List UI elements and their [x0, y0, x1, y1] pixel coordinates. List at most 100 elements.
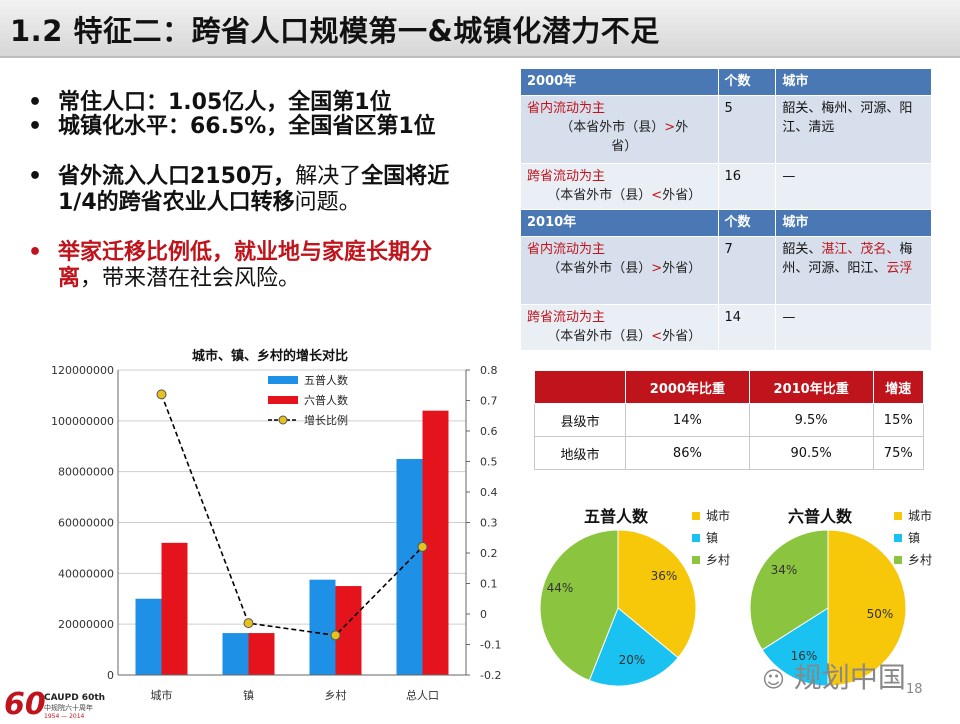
- y-left-tick-label: 120000000: [51, 364, 114, 377]
- bar-2000: [222, 633, 249, 675]
- city-name: 韶关、: [782, 242, 822, 257]
- bullet-marker: •: [28, 114, 43, 139]
- y-left-tick-label: 40000000: [58, 567, 114, 580]
- y-right-tick-label: 0.6: [480, 425, 498, 438]
- table-cell: 地级市: [534, 436, 626, 470]
- legend-swatch: [894, 556, 902, 564]
- title-bar: 1.2 特征二：跨省人口规模第一&城镇化潜力不足: [0, 0, 960, 58]
- legend-swatch: [692, 534, 700, 542]
- legend-label: 乡村: [908, 553, 932, 567]
- table-header-cell: 2000年: [520, 68, 719, 96]
- x-tick-label: 乡村: [325, 688, 347, 702]
- legend-swatch: [268, 396, 298, 404]
- bullet-text-part: 就业地与家庭长期分: [234, 240, 433, 265]
- legend-marker: [278, 415, 288, 425]
- flow-note-part: （本省外市（县）: [547, 329, 652, 344]
- legend-label: 六普人数: [304, 393, 348, 407]
- growth-point: [417, 541, 428, 552]
- flow-note-op: <: [651, 188, 663, 203]
- flow-note-part: 外省）: [662, 261, 702, 276]
- table-cell: 15%: [872, 403, 924, 437]
- watermark-text: 规划中国: [793, 661, 906, 694]
- bullet-text-part: 举家迁移比例低，: [58, 240, 235, 265]
- legend-swatch: [692, 512, 700, 520]
- flow-type: 跨省流动为主: [527, 169, 606, 184]
- table-cell: 省内流动为主 （本省外市（县）>外省）: [520, 236, 719, 305]
- pie-slice: [539, 529, 619, 682]
- y-right-tick-label: 0.5: [480, 456, 498, 469]
- table-cell-count: 14: [717, 304, 777, 351]
- legend-label: 增长比例: [304, 413, 348, 427]
- table-cell-count: 7: [717, 236, 777, 305]
- bar-2010: [248, 633, 275, 675]
- bullet-text-part: 全国将近: [361, 164, 450, 189]
- wechat-icon: ☺: [762, 668, 785, 693]
- pie-title: 五普人数: [584, 507, 649, 526]
- table-header-cell: [534, 370, 626, 404]
- pie-value-label: 44%: [547, 581, 574, 595]
- growth-line: [160, 394, 424, 637]
- pie-value-label: 34%: [771, 563, 798, 577]
- y-right-tick-label: -0.1: [480, 639, 501, 652]
- flow-note: （本省外市（县）<外省）: [527, 327, 712, 346]
- page-number: 18: [906, 682, 923, 697]
- y-left-tick-label: 100000000: [51, 415, 114, 428]
- pie-title: 六普人数: [788, 507, 853, 526]
- bullet-text-part: 解决了: [295, 164, 362, 189]
- legend-swatch: [894, 534, 902, 542]
- chart-line: [156, 389, 428, 641]
- flow-type: 省内流动为主: [527, 242, 606, 257]
- table-header-cell: 增速: [872, 370, 924, 404]
- bullet-marker: •: [28, 164, 43, 189]
- table-cell-count: 5: [717, 95, 777, 164]
- growth-point: [243, 618, 254, 629]
- chart-axes: 0 20000000 40000000 60000000 80000000 1000000…: [51, 364, 501, 702]
- table-cell: 75%: [872, 436, 924, 470]
- growth-point: [330, 630, 341, 641]
- table-header-cell: 城市: [775, 68, 932, 96]
- flow-note: （本省外市（县）>外省）: [527, 259, 712, 278]
- bullet-text: 常住人口：1.05亿人，全国第1位: [58, 90, 392, 115]
- bar-2000: [135, 598, 162, 675]
- y-right-tick-label: -0.2: [480, 669, 501, 682]
- flow-note-op: >: [651, 261, 663, 276]
- table-cell: 跨省流动为主 （本省外市（县）<外省）: [520, 304, 719, 351]
- table-cell-cities: 韶关、湛江、茂名、梅州、河源、阳江、云浮: [775, 236, 932, 305]
- caupd-logo-mark: 60 CAUPD 60th 中规院六十周年 1954 — 2014: [4, 687, 105, 722]
- bullet-text: 省外流入人口2150万，解决了全国将近 1/4的跨省农业人口转移问题。: [58, 164, 449, 216]
- bullet-text: 举家迁移比例低，就业地与家庭长期分 离，带来潜在社会风险。: [58, 240, 432, 292]
- table-header-cell: 2000年比重: [625, 370, 750, 404]
- flow-note: （本省外市（县）<外省）: [527, 186, 712, 205]
- legend-label: 五普人数: [304, 373, 348, 387]
- table-row: 县级市 14% 9.5% 15%: [534, 403, 924, 437]
- table-header-row: 2000年比重 2010年比重 增速: [534, 370, 924, 404]
- y-right-tick-label: 0.7: [480, 395, 498, 408]
- table-cell-count: 16: [717, 163, 777, 210]
- city-name-new: 湛江、茂名、: [821, 242, 900, 257]
- table-cell: 9.5%: [748, 403, 874, 437]
- y-left-tick-label: 80000000: [58, 466, 114, 479]
- pie-slice: [827, 529, 907, 687]
- city-name-new: 云浮: [886, 261, 913, 276]
- table-cell: 跨省流动为主 （本省外市（县）<外省）: [520, 163, 719, 210]
- flow-note-part: 外省）: [662, 188, 702, 203]
- bullet-text-part: ，带来潜在社会风险。: [80, 266, 301, 291]
- city-name: 梅州、河源、阳江、: [782, 242, 913, 276]
- pie-value-label: 20%: [619, 653, 646, 667]
- logo-number: 60: [4, 687, 46, 720]
- table-row: 地级市 86% 90.5% 75%: [534, 436, 924, 470]
- growth-comparison-chart: 城市、镇、乡村的增长对比 0 20000000 40000000 60000000 80…: [51, 348, 501, 702]
- growth-speed-table: 2000年比重 2010年比重 增速 县级市 14% 9.5% 15% 地级市 …: [534, 370, 924, 470]
- flow-note-op: <: [651, 329, 663, 344]
- table-header-cell: 2010年比重: [748, 370, 874, 404]
- flow-type: 跨省流动为主: [527, 310, 606, 325]
- watermark: ☺ 规划中国: [762, 656, 906, 696]
- y-left-tick-label: 20000000: [58, 618, 114, 631]
- pie-slice: [588, 607, 679, 687]
- legend-label: 镇: [908, 531, 920, 545]
- y-right-tick-label: 0.8: [480, 364, 498, 377]
- legend-swatch: [692, 556, 700, 564]
- bullet-text-part: 问题。: [294, 190, 361, 215]
- bar-2000: [396, 458, 423, 675]
